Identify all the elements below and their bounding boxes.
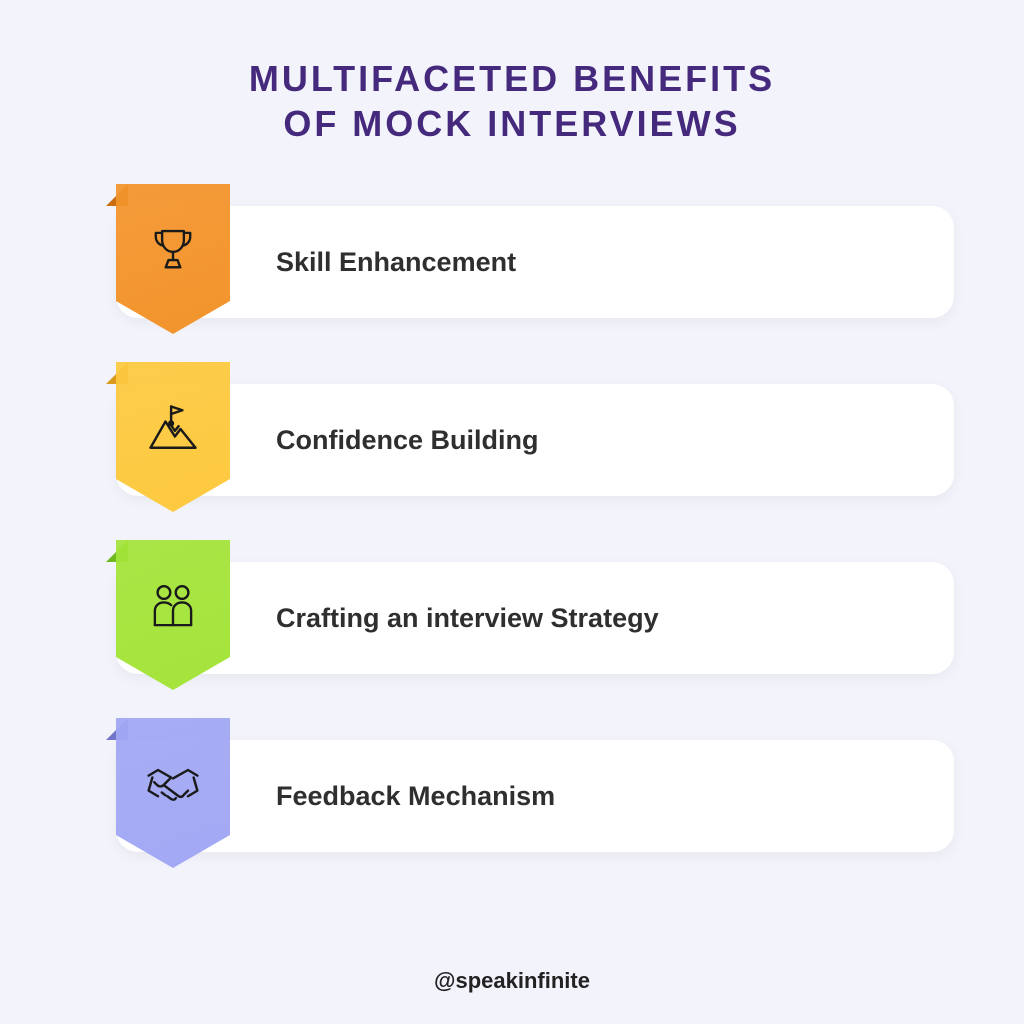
ribbon-badge bbox=[106, 540, 230, 692]
ribbon-body bbox=[116, 540, 230, 690]
benefit-card: Skill Enhancement bbox=[116, 206, 954, 318]
benefit-card: Crafting an interview Strategy bbox=[116, 562, 954, 674]
mountain-flag-icon bbox=[143, 411, 203, 464]
benefit-list: Skill Enhancement bbox=[70, 194, 954, 854]
title-line-2: OF MOCK INTERVIEWS bbox=[283, 103, 740, 144]
ribbon-body bbox=[116, 718, 230, 868]
benefit-label: Confidence Building bbox=[276, 425, 539, 456]
page-title: MULTIFACETED BENEFITS OF MOCK INTERVIEWS bbox=[249, 56, 775, 146]
ribbon-badge bbox=[106, 362, 230, 514]
list-item: Confidence Building bbox=[70, 372, 954, 498]
trophy-icon bbox=[144, 234, 202, 285]
benefit-card: Feedback Mechanism bbox=[116, 740, 954, 852]
benefit-label: Crafting an interview Strategy bbox=[276, 603, 659, 634]
footer-handle: @speakinfinite bbox=[434, 968, 590, 994]
benefit-label: Skill Enhancement bbox=[276, 247, 516, 278]
infographic-canvas: MULTIFACETED BENEFITS OF MOCK INTERVIEWS… bbox=[0, 0, 1024, 1024]
ribbon-badge bbox=[106, 718, 230, 870]
list-item: Crafting an interview Strategy bbox=[70, 550, 954, 676]
ribbon-badge bbox=[106, 184, 230, 336]
ribbon-body bbox=[116, 184, 230, 334]
list-item: Feedback Mechanism bbox=[70, 728, 954, 854]
list-item: Skill Enhancement bbox=[70, 194, 954, 320]
handshake-icon bbox=[143, 767, 203, 820]
benefit-label: Feedback Mechanism bbox=[276, 781, 555, 812]
ribbon-body bbox=[116, 362, 230, 512]
benefit-card: Confidence Building bbox=[116, 384, 954, 496]
title-line-1: MULTIFACETED BENEFITS bbox=[249, 58, 775, 99]
people-icon bbox=[144, 590, 202, 641]
